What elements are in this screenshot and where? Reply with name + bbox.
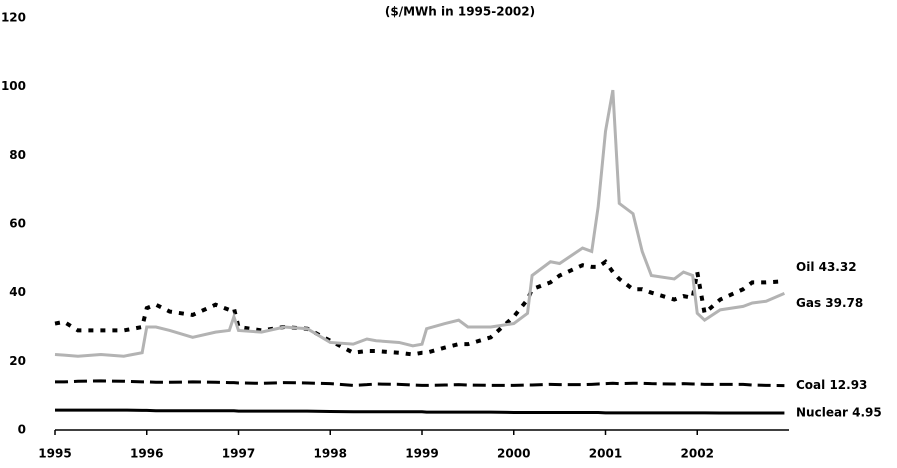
y-tick-label: 100 (1, 79, 26, 93)
x-tick-label: 1995 (38, 447, 71, 461)
x-tick-label: 2002 (681, 447, 714, 461)
x-tick-label: 1997 (222, 447, 255, 461)
series-line (54, 89, 786, 358)
y-tick-label: 80 (9, 148, 26, 162)
series-label: Nuclear 4.95 (796, 406, 882, 420)
x-tick-label: 2000 (497, 447, 530, 461)
series-line (55, 408, 785, 415)
series-line (55, 379, 785, 388)
y-tick-label: 60 (9, 217, 26, 231)
series-label: Oil 43.32 (796, 260, 857, 274)
series-label: Gas 39.78 (796, 296, 863, 310)
y-tick-label: 120 (1, 11, 26, 25)
chart-title: ($/MWh in 1995-2002) (385, 5, 535, 19)
y-tick-label: 20 (9, 354, 26, 368)
y-tick-label: 0 (18, 423, 26, 437)
x-tick-label: 2001 (589, 447, 622, 461)
x-tick-label: 1998 (314, 447, 347, 461)
y-tick-label: 40 (9, 285, 26, 299)
series-line (54, 258, 785, 357)
x-tick-label: 1999 (405, 447, 438, 461)
x-tick-label: 1996 (130, 447, 163, 461)
series-label: Coal 12.93 (796, 378, 867, 392)
